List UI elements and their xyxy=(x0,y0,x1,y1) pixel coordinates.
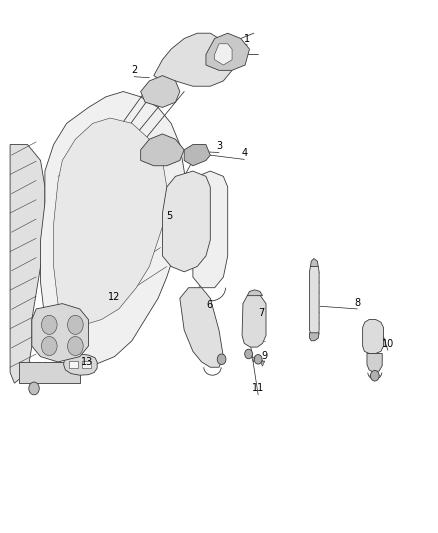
Polygon shape xyxy=(41,92,188,367)
Circle shape xyxy=(67,336,83,356)
Polygon shape xyxy=(10,144,45,383)
Polygon shape xyxy=(206,33,250,70)
Text: 5: 5 xyxy=(166,211,172,221)
Polygon shape xyxy=(215,44,232,65)
Text: 7: 7 xyxy=(258,308,265,318)
Polygon shape xyxy=(69,361,78,368)
Polygon shape xyxy=(162,171,210,272)
Polygon shape xyxy=(141,134,184,166)
Polygon shape xyxy=(53,118,167,325)
Polygon shape xyxy=(184,144,210,166)
Circle shape xyxy=(42,316,57,334)
Polygon shape xyxy=(367,353,382,373)
Text: 4: 4 xyxy=(241,148,247,158)
Polygon shape xyxy=(260,361,265,366)
Polygon shape xyxy=(19,362,80,383)
Circle shape xyxy=(29,382,39,395)
Text: 8: 8 xyxy=(354,297,360,308)
Text: 3: 3 xyxy=(216,141,222,151)
Polygon shape xyxy=(363,319,384,353)
Text: 1: 1 xyxy=(244,34,251,44)
Polygon shape xyxy=(154,33,232,86)
Polygon shape xyxy=(82,361,91,368)
Polygon shape xyxy=(252,357,255,362)
Polygon shape xyxy=(310,333,319,341)
Polygon shape xyxy=(180,288,223,367)
Polygon shape xyxy=(193,171,228,288)
Polygon shape xyxy=(310,265,319,336)
Circle shape xyxy=(245,349,253,359)
Text: 2: 2 xyxy=(131,66,137,75)
Polygon shape xyxy=(141,76,180,108)
Text: 11: 11 xyxy=(252,383,264,393)
Circle shape xyxy=(217,354,226,365)
Polygon shape xyxy=(32,304,88,362)
Polygon shape xyxy=(311,259,318,266)
Circle shape xyxy=(67,316,83,334)
Polygon shape xyxy=(64,354,97,375)
Text: 9: 9 xyxy=(261,351,268,361)
Polygon shape xyxy=(247,290,262,296)
Text: 10: 10 xyxy=(382,339,394,349)
Polygon shape xyxy=(242,294,266,347)
Text: 12: 12 xyxy=(107,292,120,302)
Circle shape xyxy=(254,354,262,364)
Circle shape xyxy=(371,370,379,381)
Circle shape xyxy=(42,336,57,356)
Text: 6: 6 xyxy=(206,300,212,310)
Text: 13: 13 xyxy=(81,357,93,367)
